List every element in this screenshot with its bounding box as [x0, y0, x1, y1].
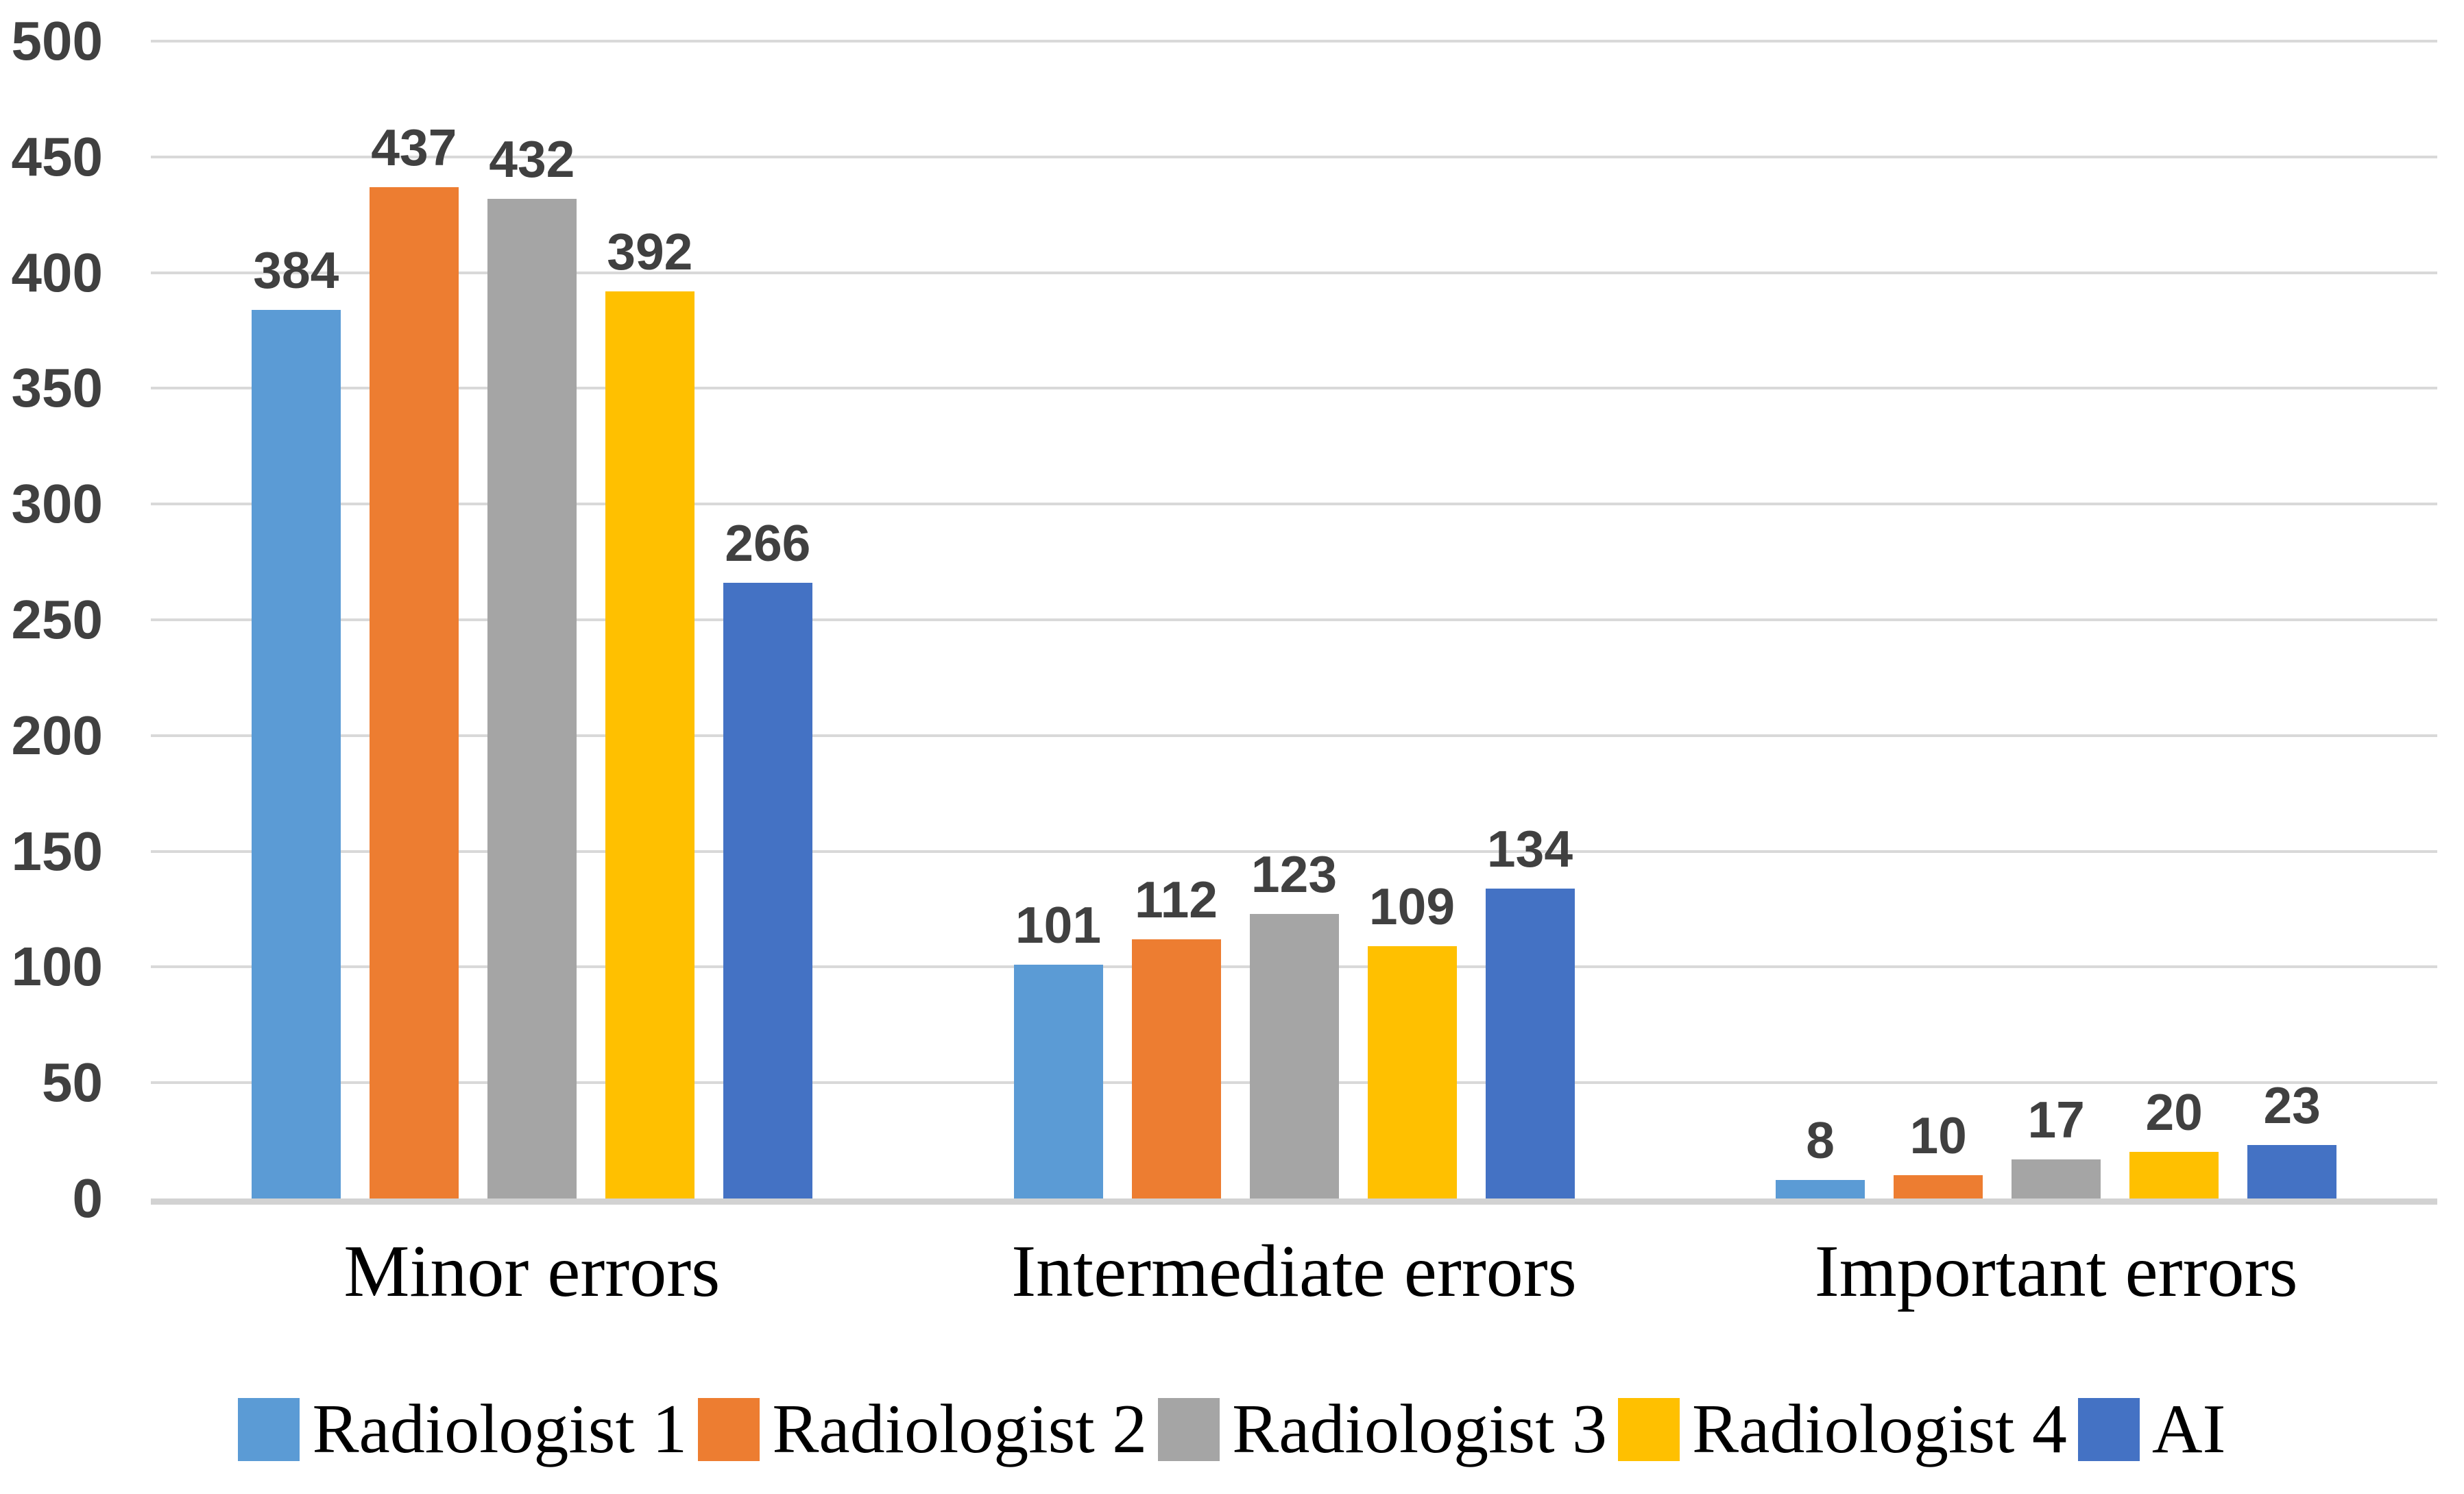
bar-radiologist-1-minor-errors	[251, 309, 341, 1198]
bar-label-radiologist-3-important-errors: 17	[2027, 1090, 2085, 1148]
y-axis-tick-500: 500	[11, 10, 103, 71]
legend-item-radiologist-2: Radiologist 2	[698, 1392, 1147, 1467]
bar-label-radiologist-3-intermediate-errors: 123	[1251, 845, 1338, 903]
bar-label-radiologist-1-minor-errors: 384	[253, 241, 339, 299]
bar-label-ai-minor-errors: 266	[725, 514, 811, 572]
bar-radiologist-3-minor-errors	[487, 198, 577, 1198]
legend-swatch-radiologist-1	[238, 1398, 300, 1461]
legend-label-radiologist-2: Radiologist 2	[772, 1390, 1148, 1468]
y-axis-tick-300: 300	[11, 473, 103, 535]
gridline-500	[151, 40, 2437, 43]
bar-radiologist-1-intermediate-errors	[1013, 965, 1103, 1198]
legend: Radiologist 1 Radiologist 2 Radiologist 3 R…	[0, 1392, 2464, 1467]
y-axis-tick-400: 400	[11, 241, 103, 303]
bar-radiologist-2-minor-errors	[369, 186, 459, 1198]
y-axis-tick-250: 250	[11, 589, 103, 650]
bar-radiologist-1-important-errors	[1776, 1179, 1865, 1198]
legend-item-radiologist-4: Radiologist 4	[1618, 1392, 2067, 1467]
legend-item-ai: AI	[2077, 1390, 2226, 1468]
bar-label-radiologist-4-minor-errors: 392	[607, 222, 693, 280]
bar-radiologist-3-intermediate-errors	[1249, 913, 1339, 1198]
bar-radiologist-3-important-errors	[2012, 1159, 2101, 1198]
gridline-150	[151, 850, 2437, 853]
bar-radiologist-4-minor-errors	[605, 291, 694, 1198]
legend-item-radiologist-1: Radiologist 1	[238, 1392, 687, 1467]
y-axis-tick-350: 350	[11, 357, 103, 419]
y-axis-tick-150: 150	[11, 820, 103, 882]
y-axis-tick-450: 450	[11, 125, 103, 187]
legend-label-ai: AI	[2151, 1390, 2226, 1468]
legend-swatch-ai	[2077, 1398, 2140, 1461]
gridline-350	[151, 387, 2437, 390]
gridline-300	[151, 503, 2437, 506]
legend-label-radiologist-1: Radiologist 1	[312, 1390, 688, 1468]
bar-ai-minor-errors	[723, 582, 812, 1198]
bar-label-radiologist-1-intermediate-errors: 101	[1015, 896, 1102, 954]
bar-ai-important-errors	[2247, 1145, 2337, 1198]
bar-radiologist-4-intermediate-errors	[1367, 946, 1457, 1198]
legend-label-radiologist-4: Radiologist 4	[1692, 1390, 2067, 1468]
bar-label-radiologist-2-intermediate-errors: 112	[1135, 870, 1218, 928]
gridline-400	[151, 271, 2437, 274]
legend-swatch-radiologist-3	[1158, 1398, 1220, 1461]
bar-label-radiologist-4-intermediate-errors: 109	[1368, 878, 1456, 936]
legend-swatch-radiologist-4	[1618, 1398, 1680, 1461]
bar-label-radiologist-3-minor-errors: 432	[489, 130, 575, 188]
legend-item-radiologist-3: Radiologist 3	[1158, 1392, 1607, 1467]
legend-swatch-radiologist-2	[698, 1398, 760, 1461]
category-label-intermediate-errors: Intermediate errors	[1011, 1231, 1577, 1312]
gridline-200	[151, 734, 2437, 737]
bar-radiologist-2-important-errors	[1894, 1175, 1983, 1198]
bar-radiologist-4-important-errors	[2129, 1152, 2219, 1198]
legend-label-radiologist-3: Radiologist 3	[1232, 1390, 1608, 1468]
y-axis-tick-200: 200	[11, 704, 103, 766]
bar-ai-intermediate-errors	[1485, 888, 1575, 1198]
bar-label-ai-intermediate-errors: 134	[1486, 819, 1573, 878]
category-label-minor-errors: Minor errors	[343, 1231, 721, 1312]
y-axis-tick-50: 50	[42, 1052, 103, 1113]
gridline-450	[151, 155, 2437, 158]
gridline-250	[151, 618, 2437, 621]
bar-label-radiologist-2-minor-errors: 437	[371, 118, 457, 176]
y-axis-tick-100: 100	[11, 936, 103, 998]
bar-label-radiologist-1-important-errors: 8	[1806, 1111, 1835, 1169]
y-axis-tick-0: 0	[72, 1168, 104, 1229]
bar-label-ai-important-errors: 23	[2263, 1076, 2321, 1135]
bar-label-radiologist-2-important-errors: 10	[1909, 1107, 1967, 1165]
category-label-important-errors: Important errors	[1814, 1231, 2298, 1312]
x-axis-line	[151, 1198, 2437, 1205]
bar-radiologist-2-intermediate-errors	[1131, 939, 1221, 1198]
bar-label-radiologist-4-important-errors: 20	[2145, 1083, 2203, 1142]
